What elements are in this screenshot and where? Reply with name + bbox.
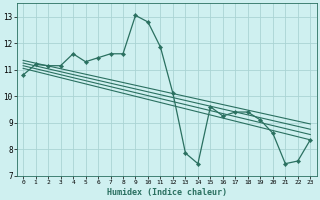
X-axis label: Humidex (Indice chaleur): Humidex (Indice chaleur): [107, 188, 227, 197]
